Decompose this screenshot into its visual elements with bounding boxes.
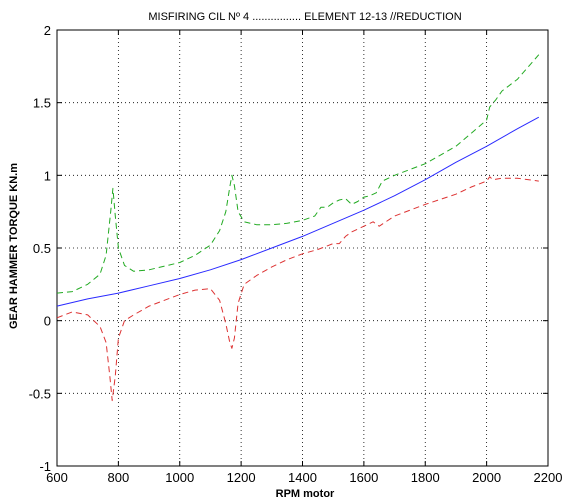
x-tick-label: 2000 — [472, 470, 501, 485]
x-tick-label: 1600 — [349, 470, 378, 485]
plot-frame — [56, 29, 549, 467]
series-line-lower-dashed — [56, 176, 539, 402]
series-line-upper-dashed — [56, 54, 540, 294]
x-tick-label: 2200 — [534, 470, 562, 485]
y-tick-label: 0.5 — [33, 241, 51, 256]
x-tick-label: 600 — [46, 470, 68, 485]
series-group — [56, 54, 540, 402]
y-tick-label: 1.5 — [33, 96, 51, 111]
y-tick-label: 1 — [44, 168, 51, 183]
y-tick-label: 2 — [44, 23, 51, 38]
x-tick-label: 1000 — [165, 470, 194, 485]
x-tick-label: 800 — [108, 470, 130, 485]
x-tick-label: 1800 — [411, 470, 440, 485]
y-axis-label: GEAR HAMMER TORQUE KN.m — [8, 163, 20, 329]
x-tick-label: 1200 — [227, 470, 256, 485]
y-tick-label: -0.5 — [29, 386, 51, 401]
x-axis: 600 800 1000 1200 1400 1600 1800 2000 2200 — [46, 30, 562, 485]
chart-title: MISFIRING CIL Nº 4 ................ ELEM… — [148, 11, 461, 23]
y-tick-label: 0 — [44, 314, 51, 329]
x-tick-label: 1400 — [288, 470, 317, 485]
series-line-solid — [56, 116, 540, 307]
y-tick-label: -1 — [39, 459, 51, 474]
y-axis: -1 -0.5 0 0.5 1 1.5 2 — [29, 23, 548, 474]
grid — [57, 30, 548, 466]
x-axis-label: RPM motor — [276, 488, 335, 500]
